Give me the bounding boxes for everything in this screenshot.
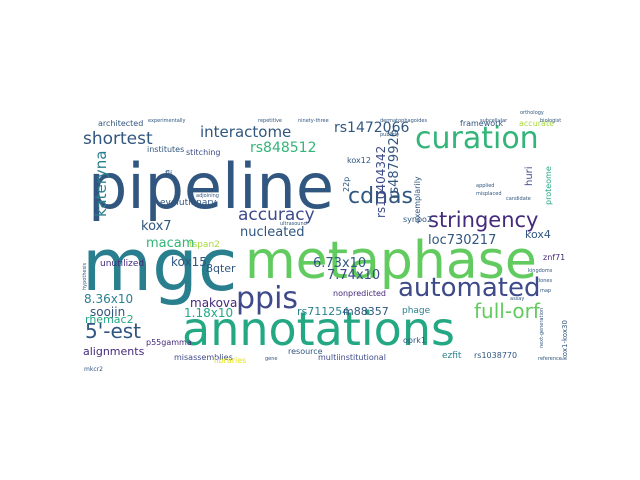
cloud-word: map — [540, 288, 551, 294]
cloud-word: macam — [146, 236, 194, 251]
cloud-word: kox15 — [171, 255, 207, 269]
cloud-word: rhemac2 — [85, 313, 134, 326]
cloud-word: kox12 — [347, 156, 371, 165]
cloud-word: phage — [402, 306, 431, 316]
cloud-word: huri — [524, 166, 535, 186]
cloud-word: nonpredicted — [333, 289, 386, 298]
cloud-word: ppis — [236, 281, 298, 316]
cloud-word: assay — [510, 296, 524, 302]
cloud-word: misplaced — [476, 191, 502, 197]
cloud-word: adjoining — [196, 193, 219, 199]
cloud-word: hypothesis — [82, 262, 88, 290]
cloud-word: znf71 — [543, 253, 565, 262]
cloud-word: evolutionary — [160, 198, 217, 208]
cloud-word: rs1038770 — [474, 351, 517, 360]
cloud-word: stringency — [428, 208, 539, 232]
cloud-word: rs10404342 — [374, 146, 388, 218]
cloud-word: institutes — [147, 145, 184, 154]
cloud-word: subcellular — [480, 118, 508, 124]
cloud-word: candidate — [506, 196, 531, 202]
cloud-word: repetitive — [258, 118, 282, 124]
cloud-word: reference — [538, 356, 562, 362]
cloud-word: oprk1 — [403, 336, 426, 345]
cloud-word: kox4 — [525, 228, 551, 241]
cloud-word: applied — [476, 183, 494, 189]
cloud-word: ultrasound — [280, 221, 307, 227]
cloud-word: clones — [536, 278, 552, 284]
cloud-word: kox1-kox30 — [561, 320, 569, 360]
cloud-word: alignments — [83, 345, 145, 358]
cloud-word: m88357 — [343, 305, 389, 318]
cloud-word: rs4879926 — [387, 129, 402, 199]
cloud-word: tspan2 — [189, 240, 220, 250]
cloud-word: kateryna — [92, 151, 110, 217]
cloud-word: libraries — [214, 356, 246, 365]
cloud-word: stitching — [186, 148, 221, 157]
cloud-word: kox7 — [141, 219, 172, 234]
cloud-word: ezfit — [442, 351, 462, 361]
cloud-word: makova — [190, 296, 237, 310]
cloud-word: interactome — [200, 123, 291, 141]
cloud-word: exemplarily — [413, 176, 422, 223]
cloud-word: ninety-three — [298, 118, 329, 124]
cloud-word: gene — [265, 356, 278, 362]
cloud-word: dermatophagoides — [380, 118, 427, 124]
cloud-word: experimentally — [148, 118, 186, 124]
cloud-word: multiinstitutional — [318, 353, 386, 362]
cloud-word: rs848512 — [250, 140, 317, 156]
cloud-word: proteome — [544, 166, 553, 205]
cloud-word: unutilized — [100, 259, 144, 269]
cloud-word: flj — [165, 169, 172, 178]
cloud-word: kingdoms — [528, 268, 553, 274]
cloud-word: publicly — [380, 132, 399, 138]
cloud-word: 8.36x10 — [84, 292, 133, 306]
cloud-word: architected — [98, 119, 143, 128]
cloud-word: shortest — [83, 129, 153, 149]
cloud-word: full-orf — [474, 299, 541, 323]
cloud-word: 7.74x10 — [327, 268, 380, 283]
cloud-word: next-generation — [539, 308, 545, 348]
cloud-word: orthology — [520, 110, 544, 116]
cloud-word: mkcr2 — [84, 366, 103, 373]
cloud-word: p55gamma — [146, 338, 192, 347]
cloud-word: 8qter — [206, 262, 236, 275]
cloud-word: nucleated — [240, 225, 305, 240]
cloud-word: resource — [288, 347, 323, 356]
cloud-word: loc730217 — [428, 233, 496, 248]
cloud-word: rs711254 — [297, 305, 349, 318]
cloud-word: biologist — [540, 118, 561, 124]
cloud-word: 22p — [342, 177, 351, 192]
